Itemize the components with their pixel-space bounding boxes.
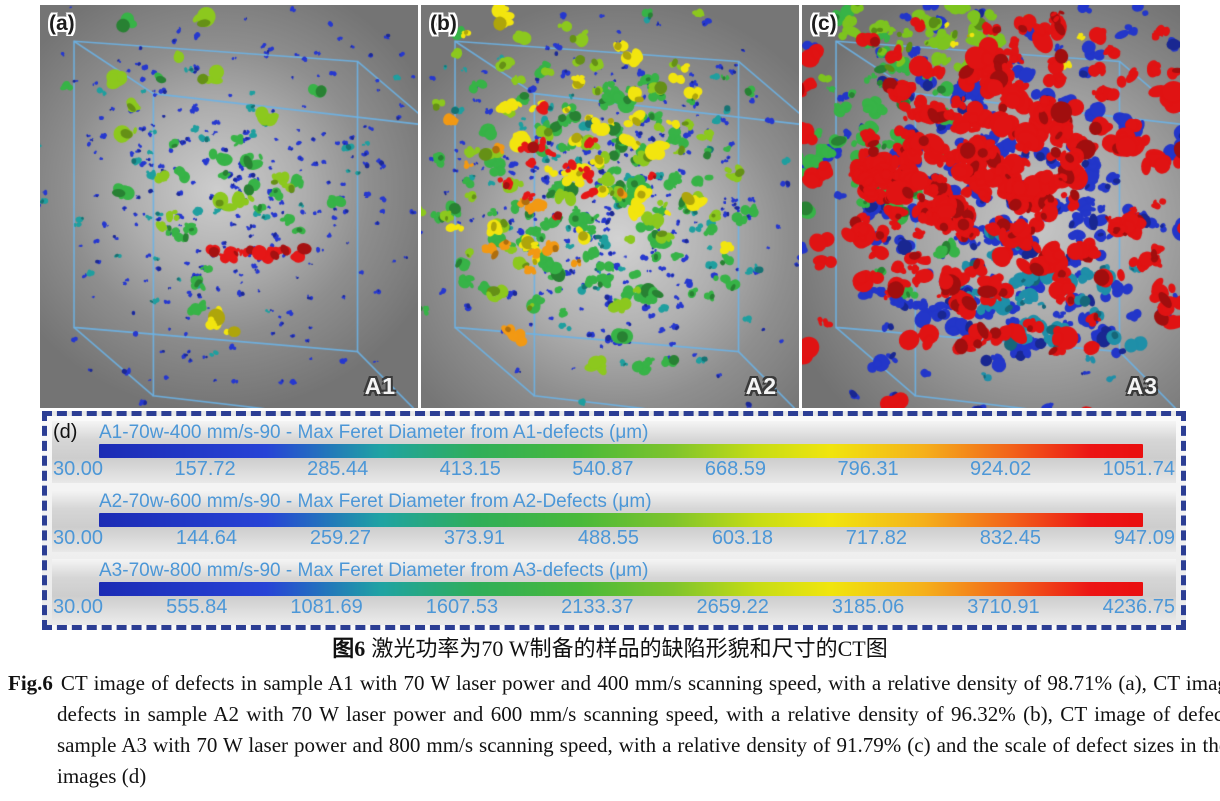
tick-value: 488.55 (577, 527, 639, 549)
colorbar-tick-values: 30.00 157.72 285.44 413.15 540.87 668.59… (52, 458, 1176, 481)
colorbar-tick-values: 30.00 555.84 1081.69 1607.53 2133.37 265… (52, 596, 1176, 619)
tick-value: 947.09 (1113, 527, 1175, 549)
tick-value: 603.18 (711, 527, 773, 549)
caption-en-text: CT image of defects in sample A1 with 70… (57, 671, 1220, 788)
tick-value: 832.45 (979, 527, 1041, 549)
colorbar-a2: A2-70w-600 mm/s-90 - Max Feret Diameter … (52, 490, 1176, 552)
tick-value: 2659.22 (696, 596, 769, 618)
caption-en-figure-number: Fig.6 (8, 671, 53, 695)
tick-value: 373.91 (443, 527, 506, 549)
colorbar-gradient (99, 513, 1143, 527)
ct-panel-a3: (c) A3 (802, 5, 1180, 408)
colorbar-a1: A1-70w-400 mm/s-90 - Max Feret Diameter … (52, 421, 1176, 483)
tick-value: 30.00 (53, 596, 104, 618)
panel-letter-label: (b) (430, 12, 457, 35)
colorbar-tick-values: 30.00 144.64 259.27 373.91 488.55 603.18… (52, 527, 1176, 550)
colorbar-title: A3-70w-800 mm/s-90 - Max Feret Diameter … (99, 560, 649, 581)
tick-value: 796.31 (837, 458, 899, 480)
tick-value: 285.44 (307, 458, 369, 480)
tick-value: 1051.74 (1102, 458, 1175, 480)
caption-english: Fig.6 CT image of defects in sample A1 wi… (8, 668, 1220, 792)
colorbar-title: A2-70w-600 mm/s-90 - Max Feret Diameter … (99, 491, 652, 512)
ct-render-a2 (421, 5, 799, 408)
tick-value: 717.82 (845, 527, 907, 549)
ct-panel-a2: (b) A2 (421, 5, 799, 408)
panel-letter-label: (d) (53, 421, 78, 443)
colorbar-a3: A3-70w-800 mm/s-90 - Max Feret Diameter … (52, 559, 1176, 621)
tick-value: 555.84 (166, 596, 228, 618)
ct-panels-row: (a) A1 (b) A2 (c) A3 (40, 5, 1180, 408)
caption-zh-figure-number: 图6 (332, 636, 366, 661)
tick-value: 413.15 (439, 458, 501, 480)
panel-letter-label: (c) (811, 12, 837, 35)
colorbar-title: A1-70w-400 mm/s-90 - Max Feret Diameter … (99, 422, 649, 443)
tick-value: 30.00 (53, 527, 104, 549)
ct-render-a3 (802, 5, 1180, 408)
colorbar-gradient (99, 582, 1143, 596)
tick-value: 1081.69 (290, 596, 363, 618)
tick-value: 1607.53 (425, 596, 499, 618)
tick-value: 2133.37 (561, 596, 634, 618)
caption-zh-text: 激光功率为70 W制备的样品的缺陷形貌和尺寸的CT图 (371, 636, 888, 661)
ct-panel-a1: (a) A1 (40, 5, 418, 408)
tick-value: 30.00 (53, 458, 104, 480)
sample-id-label: A1 (364, 373, 396, 399)
panel-letter-label: (a) (49, 12, 75, 35)
sample-id-label: A3 (1126, 373, 1158, 399)
tick-value: 4236.75 (1102, 596, 1175, 618)
tick-value: 3710.91 (967, 596, 1040, 618)
tick-value: 157.72 (174, 458, 236, 480)
tick-value: 3185.06 (831, 596, 905, 618)
sample-id-label: A2 (745, 373, 777, 399)
tick-value: 259.27 (309, 527, 372, 549)
caption-chinese: 图6 激光功率为70 W制备的样品的缺陷形貌和尺寸的CT图 (0, 631, 1220, 663)
scale-panel-d: (d) A1-70w-400 mm/s-90 - Max Feret Diame… (42, 411, 1186, 630)
tick-value: 540.87 (572, 458, 634, 480)
tick-value: 924.02 (970, 458, 1032, 480)
tick-value: 144.64 (175, 527, 238, 549)
tick-value: 668.59 (704, 458, 767, 480)
ct-render-a1 (40, 5, 418, 408)
colorbar-gradient (99, 444, 1143, 458)
